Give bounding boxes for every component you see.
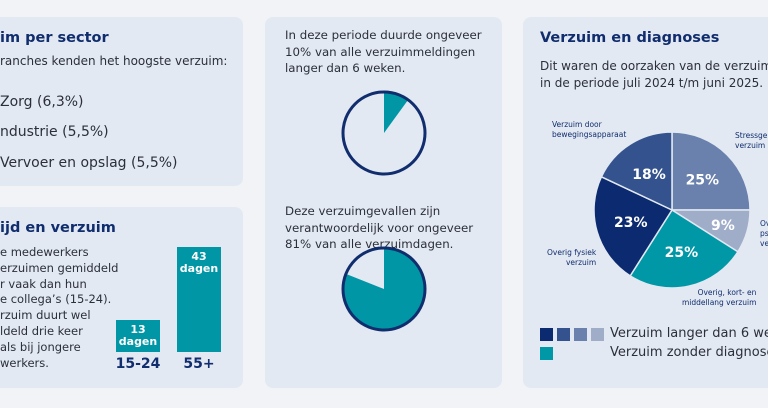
duration-text-2: Deze verzuimgevallen zijn verantwoordelij…	[285, 204, 474, 251]
diagnoses-pie: 25% 9% 25% 23% 18%	[593, 131, 751, 289]
slice-value: 25%	[665, 245, 699, 261]
legend-swatch	[574, 328, 587, 341]
age-text: e medewerkers erzuimen gemiddeld r vaak da…	[0, 245, 119, 370]
legend-label: Verzuim zonder diagnose	[610, 345, 768, 360]
slice-label: Overig fysiek verzuim	[547, 248, 597, 267]
pie-81-percent	[341, 246, 427, 332]
slice-value: 18%	[632, 167, 666, 183]
slice-label: Stressgerelateerdverzuim	[735, 131, 768, 150]
slice-value: 23%	[614, 215, 648, 231]
bar-label: 15-24	[115, 356, 161, 372]
diagnoses-title: Verzuim en diagnoses	[540, 30, 720, 46]
age-title: ijd en verzuim	[0, 220, 116, 236]
duration-card: In deze periode duurde ongeveer 10% van a…	[265, 17, 502, 388]
sector-item: Vervoer en opslag (5,5%)	[0, 155, 178, 171]
slice-label: Verzuim door bewegingsapparaat	[552, 120, 627, 139]
duration-text-1: In deze periode duurde ongeveer 10% van a…	[285, 28, 482, 75]
sector-intro: ranches kenden het hoogste verzuim:	[0, 54, 228, 68]
legend-swatch	[591, 328, 604, 341]
slice-label: Overig, kort- en middellang verzuim	[682, 288, 757, 307]
slice-value: 9%	[711, 218, 735, 234]
sector-item: Zorg (6,3%)	[0, 94, 84, 110]
slice-value: 25%	[686, 173, 720, 189]
age-card: ijd en verzuim e medewerkers erzuimen gem…	[0, 207, 243, 388]
pie-slice	[600, 131, 673, 212]
bar-label: 55+	[183, 356, 215, 372]
diagnoses-card: Verzuim en diagnoses Dit waren de oorzak…	[523, 17, 768, 388]
bar-55-plus: 43 dagen	[177, 247, 221, 352]
sector-card: im per sector ranches kenden het hoogste…	[0, 17, 243, 186]
slice-label: Overigpsychischverzuim	[760, 219, 768, 248]
pie-10-percent	[341, 90, 427, 176]
bar-15-24: 13 dagen	[116, 320, 160, 352]
legend-swatch	[540, 328, 553, 341]
legend-swatch	[557, 328, 570, 341]
legend-swatch	[540, 347, 553, 360]
sector-title: im per sector	[0, 30, 109, 46]
sector-item: ndustrie (5,5%)	[0, 124, 109, 140]
diagnoses-intro: Dit waren de oorzaken van de verzuimdage…	[540, 59, 768, 90]
pie-slice	[629, 208, 739, 289]
legend-label: Verzuim langer dan 6 weken	[610, 326, 768, 341]
pie-slice	[671, 131, 751, 211]
